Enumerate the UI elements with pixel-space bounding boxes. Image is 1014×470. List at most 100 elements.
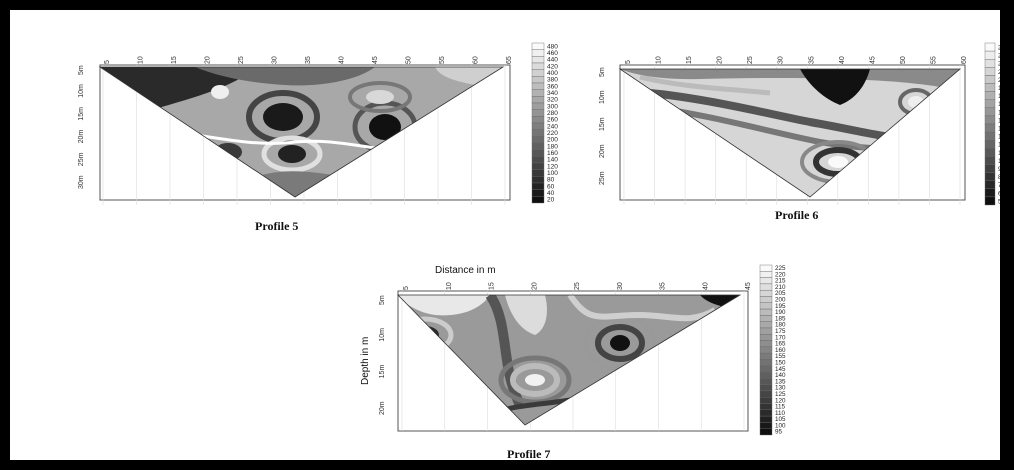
y-tick-label: 10m: [78, 84, 85, 98]
x-tick-label: 15: [489, 282, 496, 290]
legend-label: 170: [775, 334, 786, 341]
y-tick-label: 20m: [379, 401, 386, 415]
legend-label: 200: [775, 297, 786, 304]
legend-label: 160: [998, 109, 1000, 116]
y-tick-label: 5m: [599, 67, 606, 77]
legend-swatch: [759, 277, 773, 285]
legend-label: 100: [775, 422, 786, 429]
profile-5-caption: Profile 5: [255, 219, 299, 233]
profile-7-caption: Profile 7: [507, 447, 551, 461]
legend-swatch: [531, 56, 545, 64]
legend-label: 130: [775, 385, 786, 392]
y-tick-label: 15m: [379, 365, 386, 379]
legend-label: 80: [547, 177, 555, 184]
legend-label: 190: [775, 309, 786, 316]
x-tick-label: 45: [869, 56, 876, 64]
x-tick-label: 35: [660, 282, 667, 290]
y-tick-label: 25m: [78, 152, 85, 166]
y-tick-label: 20m: [78, 130, 85, 144]
legend-swatch: [984, 172, 996, 181]
profile-6-legend: 2402302202102001901801701601501401301201…: [984, 42, 1009, 205]
legend-swatch: [984, 139, 996, 149]
profile-7-legend: 2252202152102052001951901851801751701651…: [759, 264, 786, 436]
legend-label: 140: [547, 157, 558, 164]
legend-swatch: [531, 129, 545, 137]
legend-swatch: [759, 334, 773, 341]
y-tick-label: 25m: [599, 171, 606, 185]
legend-swatch: [759, 365, 773, 373]
legend-swatch: [759, 428, 773, 436]
x-tick-label: 5: [403, 286, 410, 290]
legend-label: 180: [547, 143, 558, 150]
x-tick-label: 45: [372, 56, 379, 64]
legend-swatch: [759, 371, 773, 379]
y-tick-label: 10m: [379, 328, 386, 342]
legend-label: 260: [547, 117, 558, 124]
legend-swatch: [984, 188, 996, 198]
legend-label: 240: [547, 123, 558, 130]
x-tick-label: 30: [778, 56, 785, 64]
legend-swatch: [984, 42, 996, 52]
legend-label: 190: [998, 85, 1000, 92]
legend-swatch: [759, 315, 773, 322]
legend-label: 120: [998, 142, 1000, 149]
profile-6-plot: 5 10 15 20 25 30 35 40 45 50 55 60 5m 10m 15m 20m 25m 2…: [599, 42, 1009, 205]
x-tick-label: 25: [747, 56, 754, 64]
legend-swatch: [531, 49, 545, 57]
legend-label: 155: [775, 353, 786, 360]
legend-swatch: [531, 169, 545, 177]
x-tick-label: 5: [625, 60, 632, 64]
legend-swatch: [531, 102, 545, 110]
legend-swatch: [984, 115, 996, 125]
legend-swatch: [759, 289, 773, 297]
legend-label: 130: [998, 134, 1000, 141]
legend-label: 200: [547, 137, 558, 144]
legend-swatch: [984, 156, 996, 165]
y-tick-label: 20m: [599, 144, 606, 158]
x-tick-label: 25: [574, 282, 581, 290]
legend-label: 95: [775, 429, 782, 436]
profile-7-plot: Distance in m Depth in m 5 10 15 20 25 30 35 40…: [360, 264, 786, 436]
legend-label: 230: [998, 53, 1000, 60]
x-tick-label: 35: [305, 56, 312, 64]
profile-7-contours: [398, 295, 740, 425]
legend-label: 115: [775, 404, 786, 411]
legend-swatch: [531, 62, 545, 70]
legend-swatch: [759, 308, 773, 316]
legend-label: 165: [775, 341, 786, 348]
legend-swatch: [759, 415, 773, 423]
profile-7-y-axis-label: Depth in m: [360, 337, 371, 385]
figure-frame: 5 10 15 20 25 30 35 40 45 50 55 60 65 5m 10m 15m 20m 25m…: [8, 8, 1009, 462]
legend-label: 120: [775, 397, 786, 404]
x-tick-label: 30: [272, 56, 279, 64]
y-tick-label: 5m: [78, 65, 85, 75]
legend-swatch: [759, 409, 773, 417]
legend-label: 175: [775, 328, 786, 335]
legend-label: 195: [775, 303, 786, 310]
legend-swatch: [759, 403, 773, 411]
legend-label: 90: [998, 166, 1000, 173]
profile-6-panel: 5 10 15 20 25 30 35 40 45 50 55 60 5m 10m 15m 20m 25m 2…: [580, 37, 1009, 209]
legend-label: 400: [547, 70, 558, 77]
x-tick-label: 50: [406, 56, 413, 64]
legend-label: 380: [547, 77, 558, 84]
legend-swatch: [531, 189, 545, 197]
y-tick-label: 30m: [78, 175, 85, 189]
legend-swatch: [531, 176, 545, 184]
legend-label: 20: [547, 197, 555, 204]
legend-label: 100: [998, 158, 1000, 165]
legend-label: 360: [547, 83, 558, 90]
legend-label: 170: [998, 101, 1000, 108]
legend-swatch: [759, 271, 773, 278]
x-tick-label: 10: [138, 56, 145, 64]
legend-swatch: [984, 123, 996, 133]
legend-label: 160: [547, 150, 558, 157]
legend-swatch: [984, 75, 996, 84]
legend-swatch: [531, 76, 545, 84]
y-tick-label: 5m: [379, 295, 386, 305]
legend-swatch: [531, 69, 545, 77]
legend-label: 60: [998, 190, 1000, 197]
x-tick-label: 40: [339, 56, 346, 64]
legend-swatch: [984, 164, 996, 173]
legend-swatch: [984, 50, 996, 60]
